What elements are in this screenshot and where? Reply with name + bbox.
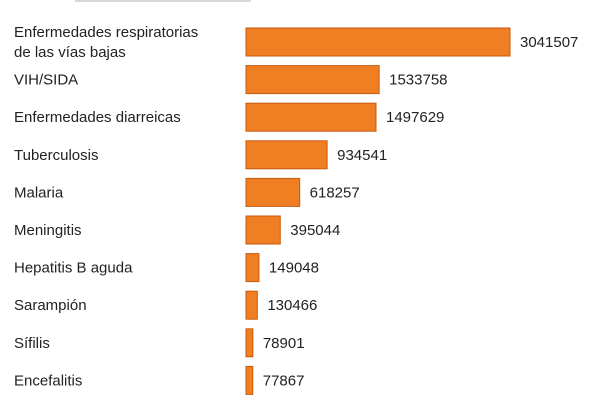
category-label-4: Malaria [14,184,64,201]
category-label-8: Sífilis [14,335,50,352]
data-label-3: 934541 [337,147,387,164]
category-label-2: Enfermedades diarreicas [14,109,181,126]
category-label-6: Hepatitis B aguda [14,260,133,277]
bar-7 [245,290,258,320]
category-label-0: Enfermedades respiratorias de las vías ba… [14,24,198,61]
bar-4 [245,177,301,207]
category-label-1: VIH/SIDA [14,72,78,89]
category-label-9: Encefalitis [14,372,82,389]
category-label-5: Meningitis [14,222,82,239]
data-label-9: 77867 [263,372,305,389]
data-label-7: 130466 [267,297,317,314]
category-label-7: Sarampión [14,297,87,314]
bar-8 [245,328,254,358]
data-label-4: 618257 [310,184,360,201]
data-label-6: 149048 [269,260,319,277]
bar-3 [245,140,328,170]
bar-9 [245,365,254,395]
bar-0 [245,27,511,57]
bar-1 [245,65,380,95]
data-label-1: 1533758 [389,72,447,89]
data-label-5: 395044 [290,222,340,239]
bar-6 [245,253,260,283]
bar-2 [245,102,377,132]
top-divider [75,0,251,2]
data-label-8: 78901 [263,335,305,352]
category-label-3: Tuberculosis [14,147,98,164]
bar-5 [245,215,281,245]
data-label-0: 3041507 [520,34,578,51]
data-label-2: 1497629 [386,109,444,126]
